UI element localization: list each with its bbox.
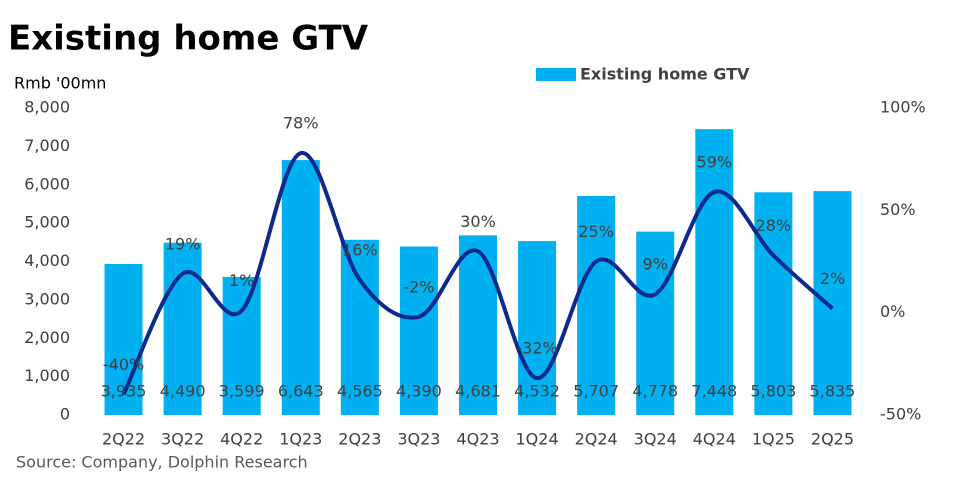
data-label: 78% <box>283 114 319 133</box>
data-label: 59% <box>697 152 733 171</box>
bar <box>222 276 261 415</box>
y-tick-label: 6,000 <box>24 174 70 193</box>
bar <box>754 192 793 415</box>
y-tick-label: 0 <box>60 405 70 424</box>
data-label: 4,565 <box>337 382 383 401</box>
data-label: -40% <box>103 355 144 374</box>
y-tick-label: 7,000 <box>24 136 70 155</box>
bar <box>813 191 852 415</box>
y-tick-label: 2,000 <box>24 328 70 347</box>
y-axis-label: Rmb '00mn <box>14 74 106 93</box>
y2-tick-label: 100% <box>880 98 926 117</box>
x-tick-label: 4Q24 <box>693 430 736 449</box>
x-tick-label: 3Q22 <box>161 430 204 449</box>
data-label: -32% <box>516 339 557 358</box>
data-label: 5,707 <box>573 382 619 401</box>
data-label: 19% <box>165 234 201 253</box>
data-label: 4,390 <box>396 382 442 401</box>
data-label: 4,532 <box>514 382 560 401</box>
data-label: 6,643 <box>278 382 324 401</box>
bar <box>695 129 734 416</box>
x-tick-label: 2Q24 <box>575 430 618 449</box>
data-label: 4,778 <box>632 382 678 401</box>
y2-tick-label: 50% <box>880 200 916 219</box>
x-tick-label: 3Q24 <box>634 430 677 449</box>
data-label: 5,803 <box>750 382 796 401</box>
x-tick-label: 4Q22 <box>220 430 263 449</box>
chart-title: Existing home GTV <box>8 19 369 59</box>
legend-swatch <box>536 68 576 81</box>
data-label: 2% <box>820 269 845 288</box>
bar <box>281 160 320 415</box>
y-tick-label: 4,000 <box>24 251 70 270</box>
data-label: 7,448 <box>691 382 737 401</box>
y2-tick-label: -50% <box>880 405 921 424</box>
data-label: -2% <box>403 277 434 296</box>
data-label: 9% <box>643 255 668 274</box>
data-label: 30% <box>460 212 496 231</box>
y-tick-label: 3,000 <box>24 289 70 308</box>
bar <box>399 246 438 415</box>
y-tick-label: 8,000 <box>24 98 70 117</box>
x-tick-label: 1Q23 <box>279 430 322 449</box>
data-label: 3,935 <box>101 382 147 401</box>
x-tick-label: 4Q23 <box>456 430 499 449</box>
bar <box>518 241 557 415</box>
x-tick-label: 3Q23 <box>397 430 440 449</box>
y2-tick-label: 0% <box>880 302 905 321</box>
bar <box>636 231 675 415</box>
source: Source: Company, Dolphin Research <box>16 453 308 472</box>
y-tick-label: 1,000 <box>24 366 70 385</box>
data-label: 4,490 <box>160 382 206 401</box>
data-label: 1% <box>229 271 254 290</box>
data-label: 28% <box>756 216 792 235</box>
x-tick-label: 1Q25 <box>752 430 795 449</box>
bar <box>340 239 379 415</box>
legend-label: Existing home GTV <box>580 65 750 84</box>
bar <box>577 195 616 415</box>
line <box>121 151 834 396</box>
data-label: 16% <box>342 240 378 259</box>
y-tick-label: 5,000 <box>24 213 70 232</box>
bar <box>459 235 497 415</box>
data-label: 5,835 <box>810 382 856 401</box>
x-tick-label: 2Q23 <box>338 430 381 449</box>
data-label: 4,681 <box>455 382 501 401</box>
data-label: 3,599 <box>219 382 265 401</box>
x-tick-label: 1Q24 <box>516 430 559 449</box>
data-label: 25% <box>578 222 614 241</box>
x-tick-label: 2Q25 <box>811 430 854 449</box>
x-tick-label: 2Q22 <box>102 430 145 449</box>
